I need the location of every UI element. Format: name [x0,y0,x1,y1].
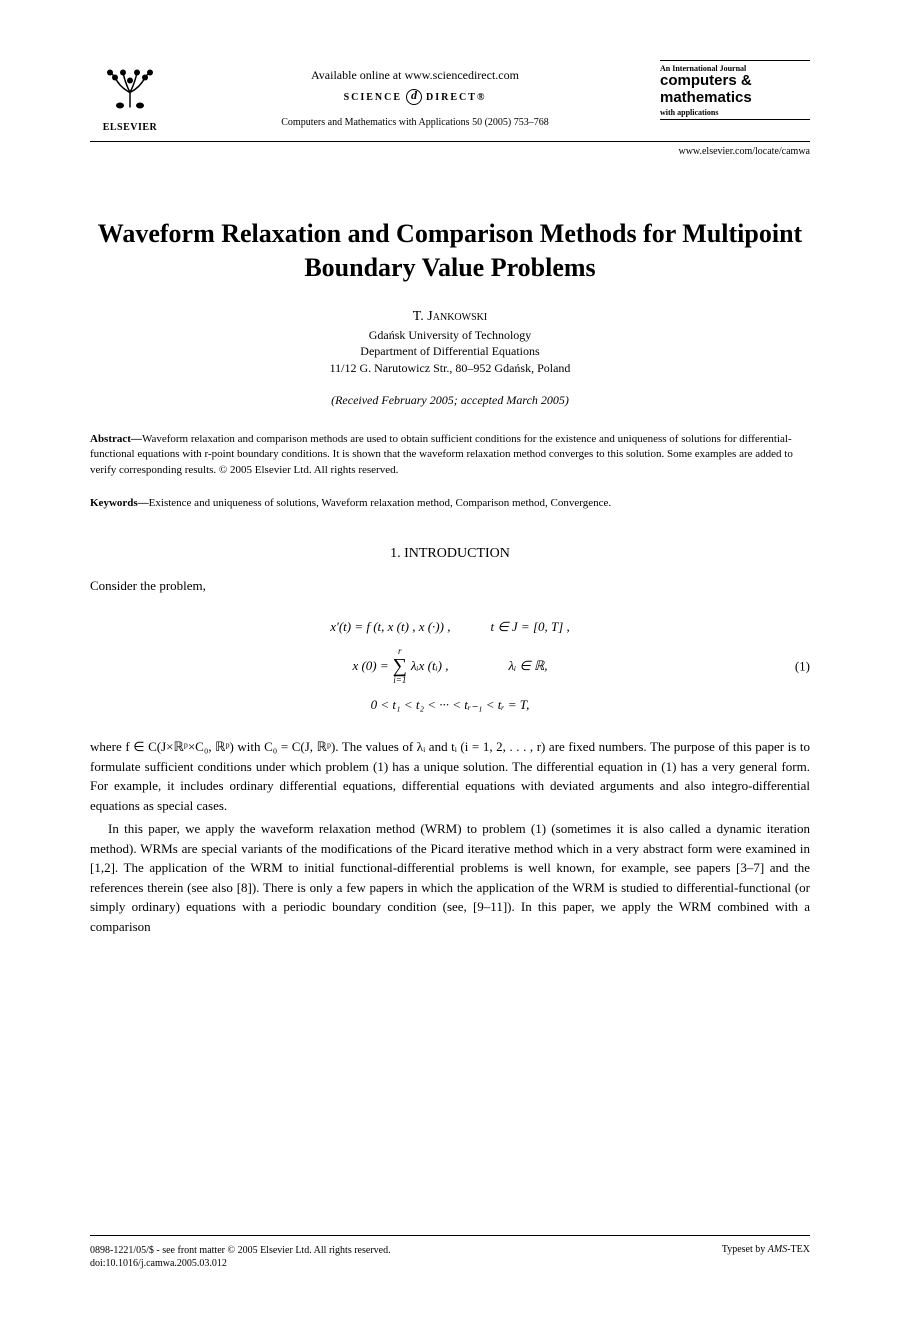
direct-text: DIRECT® [426,92,486,103]
journal-box: An International Journal computers & mat… [660,60,810,120]
science-direct-logo: SCIENCE DIRECT® [190,89,640,105]
keywords-block: Keywords—Existence and uniqueness of sol… [90,496,810,511]
ams-text: AMS [768,1244,787,1255]
paragraph-2: In this paper, we apply the waveform rel… [90,819,810,936]
body-text: Consider the problem, x′(t) = f (t, x (t… [90,576,810,937]
sum-bottom: i=1 [393,676,406,685]
footer-left: 0898-1221/05/$ - see front matter © 2005… [90,1244,391,1270]
page-footer: 0898-1221/05/$ - see front matter © 2005… [90,1235,810,1270]
footer-right: Typeset by AMS-TEX [722,1244,810,1270]
page-header: ELSEVIER Available online at www.science… [90,60,810,142]
author-block: T. Jankowski [90,309,810,325]
typeset-label: Typeset by [722,1244,768,1255]
elsevier-tree-icon [95,60,165,115]
science-text: SCIENCE [344,92,402,103]
science-direct-icon [406,89,422,105]
affiliation-line3: 11/12 G. Narutowicz Str., 80–952 Gdańsk,… [90,360,810,377]
keywords-text: Existence and uniqueness of solutions, W… [149,497,611,509]
eq1-line1-left: x′(t) = f (t, x (t) , x (·)) , [330,617,450,637]
citation-text: Computers and Mathematics with Applicati… [190,117,640,128]
tex-text: -TEX [787,1244,810,1255]
affiliation-line2: Department of Differential Equations [90,343,810,360]
eq1-line2-right: λᵢx (tᵢ) , [411,656,449,676]
publisher-logo: ELSEVIER [90,60,170,133]
header-center: Available online at www.sciencedirect.co… [190,60,640,128]
abstract-block: Abstract—Waveform relaxation and compari… [90,432,810,478]
received-dates: (Received February 2005; accepted March … [90,393,810,408]
author-name: T. Jankowski [413,309,487,324]
available-online-text: Available online at www.sciencedirect.co… [190,68,640,83]
journal-url: www.elsevier.com/locate/camwa [90,146,810,157]
eq1-line3: 0 < t₁ < t₂ < ··· < tᵣ₋₁ < tᵣ = T, [371,695,530,715]
journal-title-1: computers & [660,73,810,90]
intro-line: Consider the problem, [90,576,810,596]
affiliation-line1: Gdańsk University of Technology [90,327,810,344]
section-1-title: 1. INTRODUCTION [90,546,810,562]
equation-1: x′(t) = f (t, x (t) , x (·)) , t ∈ J = [… [90,613,810,719]
eq1-line1-right: t ∈ J = [0, T] , [490,617,569,637]
publisher-name: ELSEVIER [90,122,170,133]
keywords-label: Keywords— [90,497,149,509]
paragraph-1: where f ∈ C(J×ℝᵖ×C₀, ℝᵖ) with C₀ = C(J, … [90,737,810,815]
abstract-text: Waveform relaxation and comparison metho… [90,433,793,476]
eq1-line2-cond: λᵢ ∈ ℝ, [508,656,547,676]
journal-title-2: mathematics [660,90,810,107]
eq1-line2-left: x (0) = [352,656,388,676]
affiliation: Gdańsk University of Technology Departme… [90,327,810,377]
paper-title: Waveform Relaxation and Comparison Metho… [90,217,810,285]
copyright-line: 0898-1221/05/$ - see front matter © 2005… [90,1244,391,1257]
doi-line: doi:10.1016/j.camwa.2005.03.012 [90,1257,391,1270]
abstract-label: Abstract— [90,433,142,445]
journal-applications: with applications [660,108,810,120]
summation-symbol: r ∑ i=1 [393,647,407,685]
eq1-number: (1) [795,656,810,676]
